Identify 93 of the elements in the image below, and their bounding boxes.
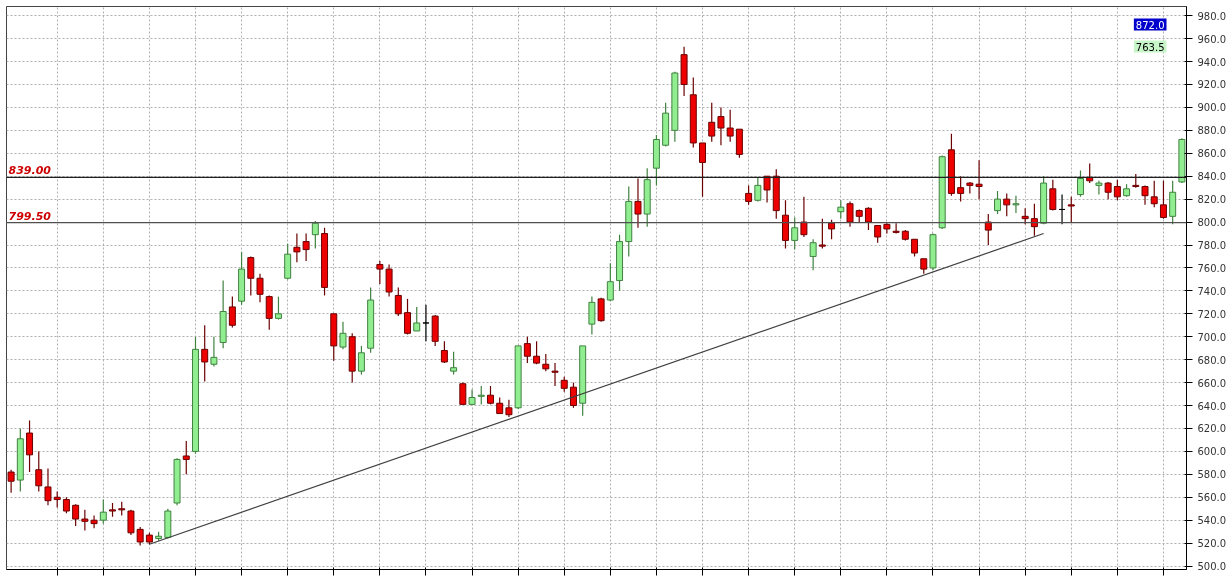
candlestick [210,336,218,368]
y-tick-label: 820.0 [1197,194,1227,206]
y-tick-label: 960.0 [1197,33,1227,45]
candlestick [957,175,965,203]
candlestick [1030,203,1038,237]
candlestick [864,206,872,231]
candlestick [182,440,190,475]
candlestick [376,260,384,285]
y-tick-label: 860.0 [1197,148,1227,160]
candlestick [984,213,992,246]
candlestick [256,273,264,303]
candlestick [201,324,209,383]
y-tick-label: 780.0 [1197,240,1227,251]
y-tick-label: 720.0 [1197,308,1227,320]
candlestick [385,263,393,298]
candlestick [1150,180,1158,208]
candlestick [818,218,826,250]
candlestick [7,469,15,494]
candlestick [699,142,707,198]
candlestick [846,200,854,228]
y-tick-label: 680.0 [1197,354,1227,366]
candlestick [708,102,716,143]
candlestick [339,321,347,350]
candlestick [551,362,559,387]
candlestick [791,216,799,251]
y-tick-label: 940.0 [1197,56,1227,68]
y-tick-label: 980.0 [1197,10,1227,22]
candlestick [717,106,725,146]
candlestick [228,296,236,329]
candlestick [606,262,614,302]
candlestick [597,297,605,323]
candlestick [72,503,80,527]
candlestick [1159,180,1167,220]
candlestick [1095,180,1103,196]
candlestick [800,196,808,238]
annotation: 872.0 [1135,19,1165,31]
candlestick [588,296,596,336]
candlestick [634,177,642,229]
y-tick-label: 580.0 [1197,469,1227,481]
candlestick [265,294,273,331]
candlestick [754,176,762,203]
candlestick [1076,169,1084,198]
candlestick [1067,196,1075,223]
candlestick [450,351,458,376]
annotation: 763.5 [1135,41,1165,53]
y-tick-label: 880.0 [1197,125,1227,137]
y-tick-label: 560.0 [1197,492,1227,504]
candlestick [1012,195,1020,214]
candlestick [994,190,1002,215]
y-tick-label: 660.0 [1197,377,1227,389]
candlestick [745,184,753,206]
candlestick [523,336,531,364]
candlestick [404,298,412,336]
y-tick-label: 840.0 [1197,171,1227,183]
y-tick-label: 800.0 [1197,217,1227,229]
y-tick-label: 640.0 [1197,400,1227,412]
candlestick [1113,179,1121,201]
ref-line-label: 839.00 [8,164,52,178]
candlestick [274,296,282,321]
candlestick [422,304,430,342]
y-tick-label: 600.0 [1197,446,1227,458]
candlestick [311,220,319,250]
candlestick [413,306,421,332]
y-tick-label: 740.0 [1197,285,1227,297]
candlestick [892,222,900,235]
candlestick [569,382,577,409]
candlestick [394,286,402,317]
y-tick-label: 620.0 [1197,423,1227,435]
candlestick [477,385,485,405]
candlestick [1049,179,1057,212]
candlestick [247,255,255,297]
candlestick [99,498,107,525]
y-tick-label: 900.0 [1197,102,1227,114]
ref-line-label: 799.50 [8,209,52,223]
candlestick [136,526,144,547]
y-tick-label: 760.0 [1197,262,1227,274]
candlestick [763,175,771,204]
y-tick-label: 700.0 [1197,331,1227,343]
candlestick [127,509,135,536]
candlestick [828,219,836,240]
candlestick [357,345,365,376]
candlestick [837,199,845,220]
candlestick [726,109,734,143]
candlestick [1003,192,1011,217]
candlestick [26,419,34,473]
candlestick [44,468,52,506]
y-tick-label: 520.0 [1197,538,1227,550]
y-tick-label: 920.0 [1197,79,1227,91]
candlestick [809,238,817,271]
y-tick-label: 500.0 [1197,561,1227,573]
y-tick-label: 540.0 [1197,515,1227,527]
candlestick [1141,184,1149,206]
candlestick [35,450,43,493]
